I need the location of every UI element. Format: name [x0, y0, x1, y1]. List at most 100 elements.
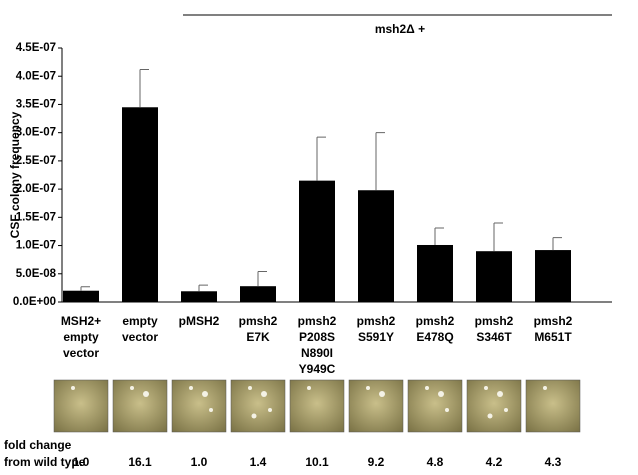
x-tick-label-line: pmsh2: [239, 314, 278, 328]
colony: [261, 391, 267, 397]
colony: [484, 386, 488, 390]
x-tick-label-line: vector: [63, 346, 99, 360]
x-tick-label-line: vector: [122, 330, 158, 344]
colony: [71, 386, 75, 390]
x-tick-label-line: empty: [63, 330, 99, 344]
x-tick-label: pmsh2 P208S N890I Y949C: [298, 314, 337, 376]
bar: [181, 291, 217, 302]
plate-photo: [466, 379, 522, 433]
fold-change-label: fold change: [4, 438, 72, 452]
x-tick-label: pMSH2: [179, 314, 220, 328]
plate-photo: [348, 379, 404, 433]
header: msh2Δ +: [375, 22, 425, 36]
x-tick-label-line: pmsh2: [357, 314, 396, 328]
plate-photo: [53, 379, 109, 433]
colony: [209, 408, 213, 412]
fold-change-value: 1.4: [250, 455, 267, 469]
colony: [202, 391, 208, 397]
x-tick-label: pmsh2 S591Y: [357, 314, 396, 344]
error-bar: [80, 286, 90, 291]
colony: [504, 408, 508, 412]
colony: [438, 391, 444, 397]
x-tick-label-line: E7K: [246, 330, 270, 344]
error-bar: [552, 237, 562, 251]
x-tick-label-line: M651T: [534, 330, 572, 344]
fold-change-value: 4.8: [427, 455, 444, 469]
colony: [379, 391, 385, 397]
fold-change-value: 4.2: [486, 455, 503, 469]
bar: [476, 251, 512, 302]
x-tick-label-line: Y949C: [299, 362, 336, 376]
x-tick-label-line: pmsh2: [475, 314, 514, 328]
plate-photo: [112, 379, 168, 433]
x-tick-label-line: empty: [122, 314, 158, 328]
fold-change-value: 4.3: [545, 455, 562, 469]
plate-photo: [289, 379, 345, 433]
y-tick-label: 3.0E-07: [16, 127, 56, 139]
y-tick-label: 2.0E-07: [16, 183, 56, 195]
y-axis-label: CSF colony frequency: [8, 111, 22, 238]
x-tick-label: pmsh2 E478Q: [416, 314, 455, 344]
y-tick-label: 0.0E+00: [13, 296, 56, 308]
colony: [307, 386, 311, 390]
bar: [240, 286, 276, 302]
x-tick-label-line: pMSH2: [179, 314, 220, 328]
x-tick-label-line: S591Y: [358, 330, 394, 344]
y-tick-label: 4.5E-07: [16, 42, 56, 54]
y-tick-label: 4.0E-07: [16, 70, 56, 82]
error-bar: [257, 271, 267, 287]
fold-change-value: 9.2: [368, 455, 385, 469]
plate-photo: [230, 379, 286, 433]
x-tick-label-line: pmsh2: [534, 314, 573, 328]
fold-change-label: from wild type: [4, 455, 86, 469]
error-bar: [375, 132, 385, 191]
colony: [248, 386, 252, 390]
y-tick-label: 3.5E-07: [16, 98, 56, 110]
colony: [543, 386, 547, 390]
y-tick-label: 1.0E-07: [16, 240, 56, 252]
bar: [299, 180, 335, 302]
plate-photo: [525, 379, 581, 433]
colony: [130, 386, 134, 390]
fold-change-value: 1.0: [73, 455, 90, 469]
x-tick-label: MSH2+ empty vector: [61, 314, 101, 360]
x-tick-label: pmsh2 M651T: [534, 314, 573, 344]
y-tick-label: 1.5E-07: [16, 211, 56, 223]
bar: [122, 107, 158, 303]
plate-photos: [53, 379, 581, 433]
colony: [268, 408, 272, 412]
colony: [497, 391, 503, 397]
x-tick-label: pmsh2 S346T: [475, 314, 514, 344]
x-tick-label-line: MSH2+: [61, 314, 101, 328]
colony: [425, 386, 429, 390]
bar: [63, 290, 99, 302]
colony: [366, 386, 370, 390]
fold-change-value: 10.1: [305, 455, 329, 469]
error-bar: [198, 284, 208, 292]
x-tick-label: pmsh2 E7K: [239, 314, 278, 344]
y-tick-label: 2.5E-07: [16, 155, 56, 167]
x-tick-label-line: E478Q: [416, 330, 453, 344]
colony: [189, 386, 193, 390]
x-tick-label: empty vector: [122, 314, 158, 344]
plate-photo: [171, 379, 227, 433]
error-bar: [316, 136, 326, 181]
x-tick-label-line: pmsh2: [298, 314, 337, 328]
fold-change-value: 1.0: [191, 455, 208, 469]
colony: [251, 413, 257, 419]
bar: [417, 244, 453, 302]
bar: [358, 190, 394, 302]
x-tick-label-line: S346T: [476, 330, 512, 344]
fold-change-value: 16.1: [128, 455, 152, 469]
y-tick-label: 5.0E-08: [16, 268, 57, 280]
plate-photo: [407, 379, 463, 433]
colony: [143, 391, 149, 397]
error-bar: [139, 68, 149, 108]
x-tick-label-line: pmsh2: [416, 314, 455, 328]
error-bar: [434, 227, 444, 245]
error-bar: [493, 222, 503, 252]
x-tick-label-line: P208S: [299, 330, 335, 344]
colony: [445, 408, 449, 412]
